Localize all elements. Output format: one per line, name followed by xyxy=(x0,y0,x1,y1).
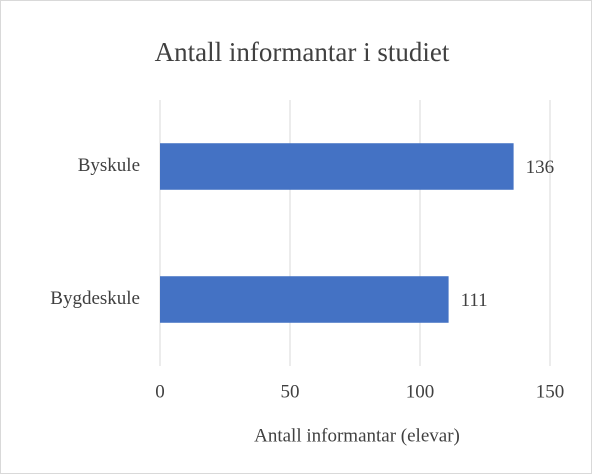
data-label: 111 xyxy=(461,290,488,311)
data-label: 136 xyxy=(526,157,555,178)
x-tick-label: 50 xyxy=(281,381,300,402)
x-axis-label: Antall informantar (elevar) xyxy=(254,425,460,446)
x-tick-label: 0 xyxy=(155,381,165,402)
y-tick-label: Bygdeskule xyxy=(50,288,140,309)
bar xyxy=(160,276,449,323)
x-tick-label: 150 xyxy=(536,381,565,402)
bar xyxy=(160,143,514,190)
chart-title: Antall informantar i studiet xyxy=(155,37,450,67)
y-tick-label: Byskule xyxy=(78,155,140,176)
x-tick-label: 100 xyxy=(406,381,435,402)
